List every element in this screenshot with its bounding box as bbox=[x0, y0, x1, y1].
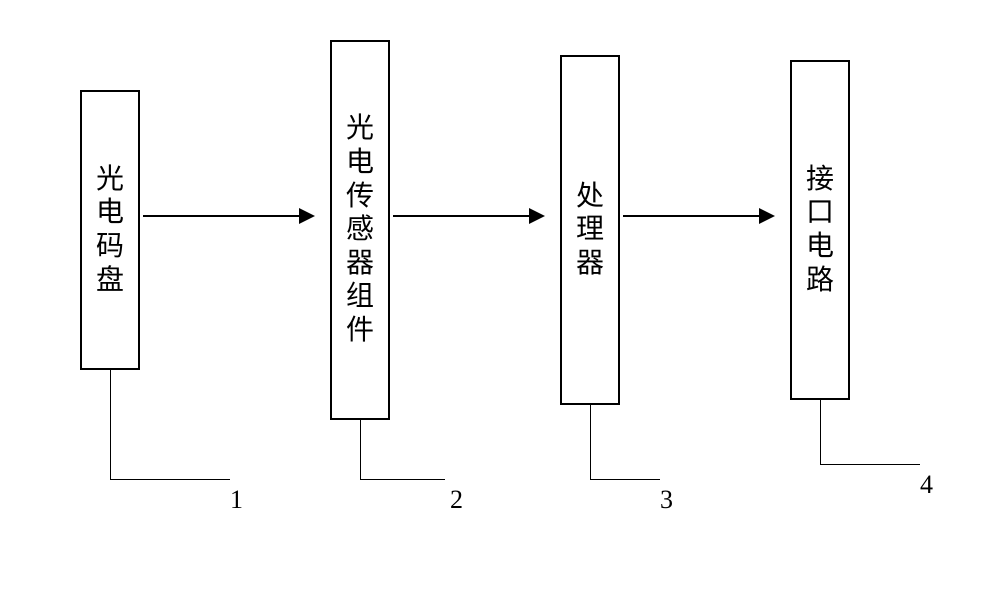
block-char: 理 bbox=[576, 213, 604, 247]
block-char: 电 bbox=[806, 230, 834, 264]
block-processor: 处 理 器 bbox=[560, 55, 620, 405]
block-char: 器 bbox=[346, 247, 374, 281]
block-char: 光 bbox=[346, 112, 374, 146]
block-char: 光 bbox=[96, 163, 124, 197]
block-char: 组 bbox=[346, 280, 374, 314]
leader-line-4 bbox=[820, 400, 920, 465]
block-number-4: 4 bbox=[920, 470, 933, 500]
arrow-2-to-3 bbox=[393, 215, 543, 217]
block-photoelectric-sensor-assembly: 光 电 传 感 器 组 件 bbox=[330, 40, 390, 420]
block-number-1: 1 bbox=[230, 485, 243, 515]
block-interface-circuit: 接 口 电 路 bbox=[790, 60, 850, 400]
block-char: 处 bbox=[576, 180, 604, 214]
block-char: 器 bbox=[576, 247, 604, 281]
block-number-2: 2 bbox=[450, 485, 463, 515]
block-optical-encoder-disk: 光 电 码 盘 bbox=[80, 90, 140, 370]
block-char: 电 bbox=[346, 146, 374, 180]
block-char: 盘 bbox=[96, 264, 124, 298]
arrow-1-to-2 bbox=[143, 215, 313, 217]
arrow-3-to-4 bbox=[623, 215, 773, 217]
block-char: 口 bbox=[806, 196, 834, 230]
block-char: 电 bbox=[96, 196, 124, 230]
block-char: 接 bbox=[806, 163, 834, 197]
leader-line-2 bbox=[360, 420, 445, 480]
block-char: 件 bbox=[346, 314, 374, 348]
leader-line-1 bbox=[110, 370, 230, 480]
block-char: 码 bbox=[96, 230, 124, 264]
block-number-3: 3 bbox=[660, 485, 673, 515]
block-char: 传 bbox=[346, 180, 374, 214]
leader-line-3 bbox=[590, 405, 660, 480]
flowchart-diagram: 光 电 码 盘 光 电 传 感 器 组 件 处 理 器 接 口 电 路 1 2 … bbox=[50, 30, 950, 530]
block-char: 路 bbox=[806, 264, 834, 298]
block-char: 感 bbox=[346, 213, 374, 247]
